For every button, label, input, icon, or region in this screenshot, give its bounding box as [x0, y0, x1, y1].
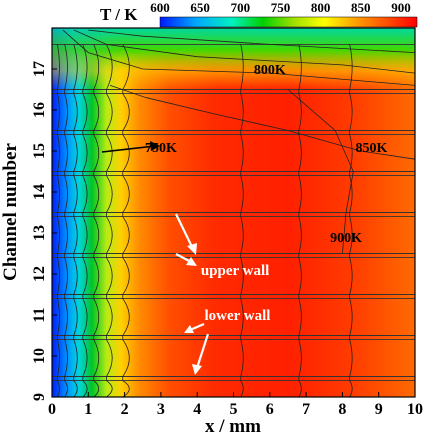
annotation-arrows — [101, 141, 210, 375]
colorbar-tick-label: 650 — [190, 0, 210, 15]
y-tick-label: 10 — [31, 348, 48, 364]
y-tick-label: 14 — [31, 184, 48, 200]
contour-label: 800K — [254, 63, 286, 78]
isotherm-line — [287, 89, 354, 254]
channel-lines — [52, 43, 415, 382]
colorbar: T / K 600 650 700 750 800 850 900 — [100, 0, 418, 28]
x-tick-label: 0 — [48, 401, 56, 418]
isotherm-line — [64, 44, 68, 397]
wall-annotation: lower wall — [204, 308, 270, 324]
isotherm-line — [109, 85, 415, 160]
x-tick-label: 5 — [230, 401, 238, 418]
isotherm-line — [82, 44, 88, 397]
x-tick-label: 6 — [266, 401, 274, 418]
colorbar-tick-label: 900 — [391, 0, 411, 15]
x-tick-label: 8 — [338, 401, 346, 418]
isotherm-line — [240, 44, 244, 397]
contour-labels: 800K 750K 850K 900K upper wall lower wall — [145, 63, 388, 324]
temperature-field — [52, 28, 415, 397]
isotherm-line — [122, 44, 130, 397]
contour-label: 900K — [330, 231, 362, 246]
arrow-upper-wall-2 — [175, 253, 192, 263]
arrow-upper-wall-1 — [175, 213, 194, 250]
isotherm-line — [106, 44, 113, 397]
y-tick-label: 16 — [31, 102, 48, 118]
isotherm-line — [62, 29, 415, 86]
arrow-upper-wall-2-head — [186, 257, 197, 266]
colorbar-label: T / K — [100, 5, 138, 24]
arrow-lower-wall-2-head — [192, 364, 202, 375]
isotherm-line — [349, 44, 353, 397]
x-tick-label: 9 — [375, 401, 383, 418]
x-tick-label: 2 — [121, 401, 129, 418]
x-axis-ticks: 0 1 2 3 4 5 6 7 8 9 10 — [48, 392, 423, 418]
arrow-upper-wall-1-head — [187, 243, 197, 255]
arrow-lower-wall-1 — [189, 322, 205, 332]
colorbar-tick-label: 800 — [311, 0, 331, 15]
arrow-750k-shaft — [101, 145, 156, 153]
isotherm-line — [73, 44, 78, 397]
x-tick-label: 10 — [407, 401, 423, 418]
y-axis-label: Channel number — [0, 143, 21, 281]
colorbar-tick-label: 700 — [231, 0, 251, 15]
y-tick-label: 13 — [31, 225, 48, 241]
colorbar-tick-label: 850 — [351, 0, 371, 15]
x-tick-label: 1 — [84, 401, 92, 418]
colorbar-gradient — [159, 16, 418, 28]
arrow-lower-wall-1-head — [184, 325, 194, 333]
colorbar-tick-label: 750 — [271, 0, 291, 15]
x-axis-label: x / mm — [205, 416, 261, 437]
x-tick-label: 7 — [302, 401, 310, 418]
isotherm-line — [298, 44, 302, 397]
y-axis-ticks: 9 10 11 12 13 14 15 16 17 — [31, 61, 57, 401]
x-tick-label: 3 — [157, 401, 165, 418]
y-tick-label: 12 — [31, 266, 48, 282]
y-tick-label: 17 — [31, 61, 48, 77]
y-tick-label: 11 — [31, 307, 48, 322]
y-tick-label: 15 — [31, 143, 48, 159]
isotherm-line — [93, 44, 100, 397]
contour-label: 850K — [355, 141, 387, 156]
isotherm-line — [88, 29, 415, 53]
x-tick-label: 4 — [193, 401, 201, 418]
isotherm-line — [57, 44, 60, 397]
colorbar-ticks: 600 650 700 750 800 850 900 — [150, 0, 410, 15]
contour-label: 750K — [145, 141, 177, 156]
arrow-750k-head — [150, 141, 160, 151]
wall-annotation: upper wall — [201, 263, 270, 279]
arrow-lower-wall-2 — [195, 333, 210, 369]
contour-lines — [57, 29, 415, 397]
isotherm-line — [73, 29, 415, 74]
colorbar-tick-label: 600 — [150, 0, 170, 15]
y-tick-label: 9 — [31, 393, 48, 401]
